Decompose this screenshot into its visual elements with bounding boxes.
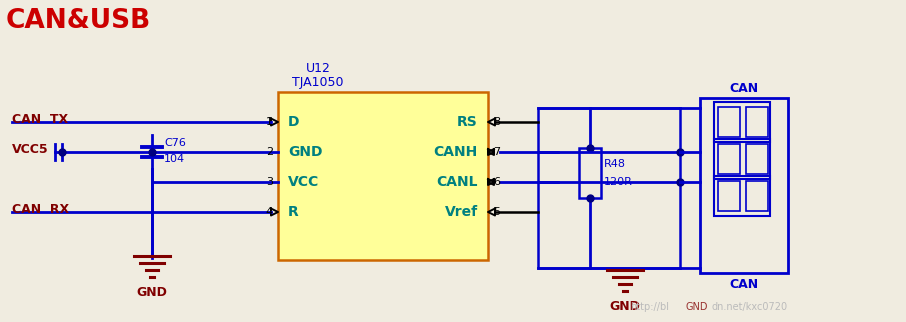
Text: R48: R48 <box>604 159 626 169</box>
Text: 4: 4 <box>265 207 273 217</box>
Text: VCC: VCC <box>288 175 319 189</box>
Text: GND: GND <box>685 302 708 312</box>
Bar <box>746 181 768 211</box>
Text: CAN: CAN <box>729 81 758 94</box>
Text: CANH: CANH <box>434 145 478 159</box>
Bar <box>718 107 740 137</box>
Text: GND: GND <box>288 145 323 159</box>
Text: 1: 1 <box>266 117 273 127</box>
Text: 6: 6 <box>493 177 500 187</box>
Text: CAN  TX: CAN TX <box>12 112 68 126</box>
Bar <box>278 92 488 260</box>
Text: Vref: Vref <box>445 205 478 219</box>
Bar <box>714 139 770 179</box>
Text: 104: 104 <box>164 154 185 164</box>
Bar <box>718 181 740 211</box>
Text: CAN&USB: CAN&USB <box>6 8 151 34</box>
Text: CAN  RX: CAN RX <box>12 203 69 215</box>
Text: R: R <box>288 205 299 219</box>
Text: 120R: 120R <box>604 177 633 187</box>
Bar <box>714 102 770 142</box>
Text: 3: 3 <box>266 177 273 187</box>
Text: dn.net/kxc0720: dn.net/kxc0720 <box>712 302 788 312</box>
Text: RS: RS <box>458 115 478 129</box>
Bar <box>746 107 768 137</box>
Text: D: D <box>288 115 300 129</box>
Text: 2: 2 <box>265 147 273 157</box>
Bar <box>714 176 770 216</box>
Bar <box>746 144 768 174</box>
Bar <box>579 148 601 198</box>
Text: 8: 8 <box>493 117 500 127</box>
Text: GND: GND <box>610 300 641 313</box>
Text: CANL: CANL <box>437 175 478 189</box>
Bar <box>538 108 680 268</box>
Bar <box>700 98 788 273</box>
Text: 5: 5 <box>493 207 500 217</box>
Text: C76: C76 <box>164 138 186 148</box>
Text: U12: U12 <box>306 62 331 75</box>
Text: GND: GND <box>137 286 168 299</box>
Text: 7: 7 <box>493 147 500 157</box>
Bar <box>718 144 740 174</box>
Text: VCC5: VCC5 <box>12 143 49 156</box>
Text: CAN: CAN <box>729 279 758 291</box>
Text: http://bl: http://bl <box>630 302 669 312</box>
Text: TJA1050: TJA1050 <box>292 76 343 89</box>
